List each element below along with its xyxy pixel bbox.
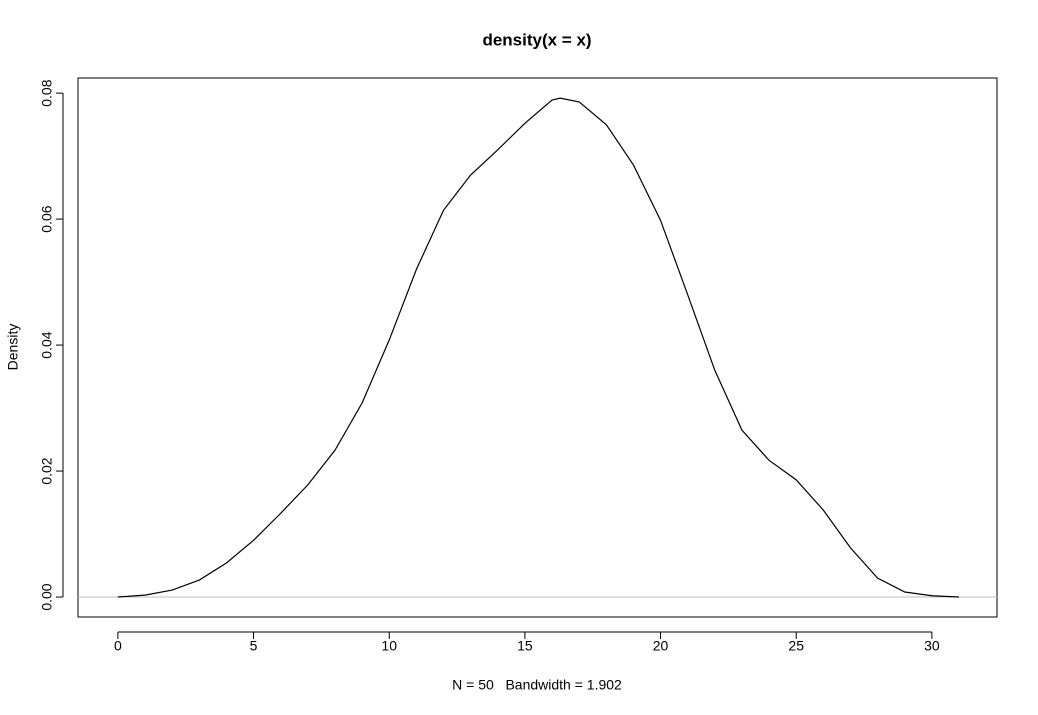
y-tick-label: 0.04 [39, 331, 55, 358]
y-axis-label: Density [5, 324, 21, 371]
x-tick-label: 5 [250, 638, 258, 654]
y-tick-label: 0.02 [39, 457, 55, 484]
x-tick-label: 30 [924, 638, 940, 654]
chart-title: density(x = x) [482, 30, 591, 49]
x-tick-label: 25 [788, 638, 804, 654]
x-tick-label: 0 [114, 638, 122, 654]
y-tick-label: 0.00 [39, 583, 55, 610]
x-axis-label: N = 50 Bandwidth = 1.902 [452, 677, 622, 693]
x-tick-label: 15 [517, 638, 533, 654]
x-tick-label: 20 [653, 638, 669, 654]
density-line [117, 97, 960, 598]
plot-frame [77, 77, 998, 618]
y-tick-label: 0.06 [39, 205, 55, 232]
x-tick-label: 10 [381, 638, 397, 654]
y-tick-label: 0.08 [39, 79, 55, 106]
